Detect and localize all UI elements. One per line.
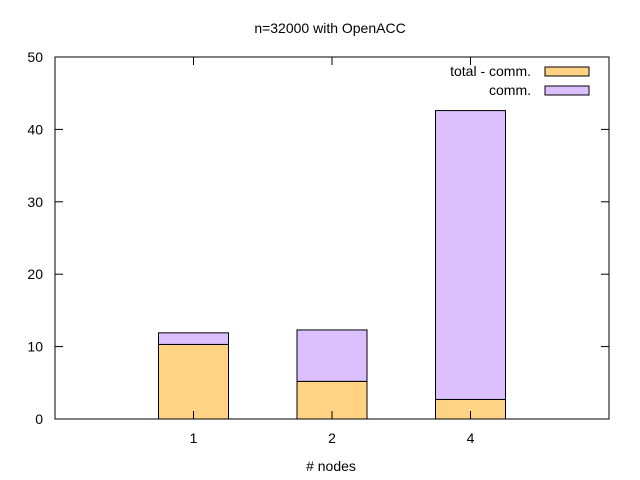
x-tick-label: 2 bbox=[328, 430, 336, 446]
legend-swatch bbox=[544, 85, 590, 96]
y-tick-label: 10 bbox=[27, 339, 43, 355]
x-tick-label: 1 bbox=[190, 430, 198, 446]
legend: total - comm. comm. bbox=[450, 63, 590, 98]
y-tick-label: 0 bbox=[35, 411, 43, 427]
legend-label: comm. bbox=[489, 82, 531, 98]
y-tick-label: 30 bbox=[27, 194, 43, 210]
y-tick-label: 20 bbox=[27, 266, 43, 282]
x-axis-label: # nodes bbox=[306, 458, 356, 474]
x-tick-label: 4 bbox=[467, 430, 475, 446]
legend-label: total - comm. bbox=[450, 63, 531, 79]
bar-segment-series-1-category-0 bbox=[158, 332, 229, 345]
legend-swatch bbox=[544, 66, 590, 77]
bar-group bbox=[158, 110, 506, 420]
chart-title: n=32000 with OpenACC bbox=[254, 20, 405, 36]
y-tick-label: 50 bbox=[27, 49, 43, 65]
plot-frame bbox=[54, 56, 610, 420]
bar-segment-series-1-category-2 bbox=[435, 110, 506, 400]
axis-ticks: 0 10 20 30 40 50 1 2 4 bbox=[27, 49, 609, 446]
bar-segment-series-0-category-0 bbox=[158, 343, 229, 420]
bar-segment-series-1-category-1 bbox=[296, 329, 368, 382]
y-tick-label: 40 bbox=[27, 121, 43, 137]
